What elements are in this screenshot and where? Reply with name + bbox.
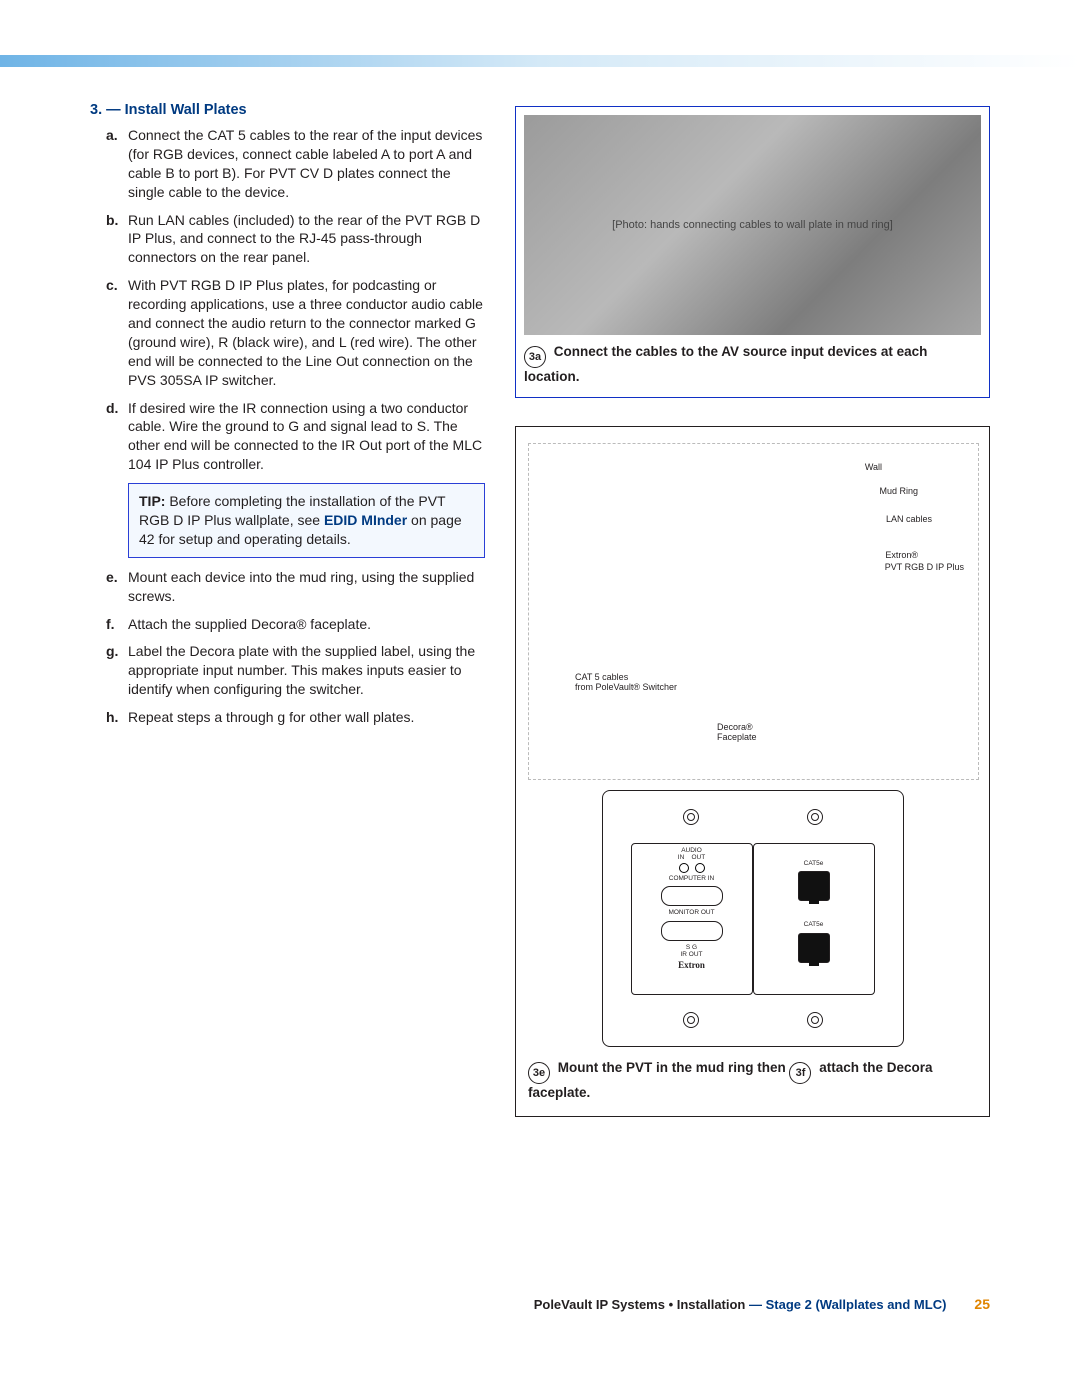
step-c: c. With PVT RGB D IP Plus plates, for po… bbox=[128, 276, 485, 389]
section-dash: — bbox=[102, 102, 125, 118]
figure-3a-box: [Photo: hands connecting cables to wall … bbox=[515, 106, 990, 398]
step-marker: e. bbox=[106, 568, 118, 587]
step-badge-3e: 3e bbox=[528, 1062, 550, 1084]
figure-3e-3f-caption: 3e Mount the PVT in the mud ring then 3f… bbox=[528, 1059, 977, 1103]
screw-icon bbox=[683, 809, 699, 825]
footer-product: PoleVault IP Systems • Installation bbox=[534, 1297, 746, 1312]
step-marker: d. bbox=[106, 399, 118, 418]
step-f: f. Attach the supplied Decora® faceplate… bbox=[128, 615, 485, 634]
screw-icon bbox=[807, 1012, 823, 1028]
step-b: b. Run LAN cables (included) to the rear… bbox=[128, 211, 485, 268]
step-h: h. Repeat steps a through g for other wa… bbox=[128, 708, 485, 727]
vga-port-icon bbox=[661, 921, 723, 941]
install-steps-list: a. Connect the CAT 5 cables to the rear … bbox=[90, 126, 485, 727]
label-in: IN bbox=[678, 854, 685, 861]
rj45-port-icon bbox=[798, 933, 830, 963]
step-marker: g. bbox=[106, 642, 118, 661]
step-d: d. If desired wire the IR connection usi… bbox=[128, 399, 485, 558]
step-marker: b. bbox=[106, 211, 118, 230]
step-text: Label the Decora plate with the supplied… bbox=[128, 643, 475, 697]
step-text: Attach the supplied Decora® faceplate. bbox=[128, 616, 371, 632]
page-number: 25 bbox=[974, 1296, 990, 1312]
caption-mid: Mount the PVT in the mud ring then bbox=[554, 1060, 789, 1075]
caption-text: Connect the cables to the AV source inpu… bbox=[524, 344, 927, 384]
label-out: OUT bbox=[692, 854, 706, 861]
label-mudring: Mud Ring bbox=[879, 486, 918, 496]
label-in-out: IN OUT bbox=[632, 855, 752, 862]
step-marker: a. bbox=[106, 126, 118, 145]
label-cat5-1: CAT 5 cables bbox=[575, 672, 628, 682]
left-column: 3. — Install Wall Plates a. Connect the … bbox=[90, 102, 485, 1282]
tip-callout-box: TIP: Before completing the installation … bbox=[128, 483, 485, 558]
step-text: With PVT RGB D IP Plus plates, for podca… bbox=[128, 277, 483, 387]
section-number: 3. bbox=[90, 102, 102, 118]
step-badge-3a: 3a bbox=[524, 346, 546, 368]
section-heading: 3. — Install Wall Plates bbox=[90, 102, 485, 118]
step-text: Repeat steps a through g for other wall … bbox=[128, 709, 414, 725]
step-badge-3f: 3f bbox=[789, 1062, 811, 1084]
page-content: 3. — Install Wall Plates a. Connect the … bbox=[0, 102, 1080, 1282]
step-text: If desired wire the IR connection using … bbox=[128, 400, 482, 473]
step-text: Connect the CAT 5 cables to the rear of … bbox=[128, 127, 482, 200]
audio-jack-icon bbox=[695, 863, 705, 873]
label-cat5-2: from PoleVault® Switcher bbox=[575, 682, 677, 692]
step-text: Mount each device into the mud ring, usi… bbox=[128, 569, 474, 604]
label-extron-brand: Extron bbox=[632, 961, 752, 970]
step-e: e. Mount each device into the mud ring, … bbox=[128, 568, 485, 606]
label-decora-2: Faceplate bbox=[717, 732, 757, 742]
label-device: PVT RGB D IP Plus bbox=[885, 562, 964, 572]
step-marker: c. bbox=[106, 276, 118, 295]
label-brand: Extron® bbox=[885, 550, 918, 560]
step-marker: f. bbox=[106, 615, 115, 634]
photo-alt: [Photo: hands connecting cables to wall … bbox=[612, 219, 893, 231]
faceplate-front-view: AUDIO IN OUT COMPUTER IN MONITOR OUT S G… bbox=[602, 790, 904, 1047]
figure-3a-photo: [Photo: hands connecting cables to wall … bbox=[524, 115, 981, 335]
edid-minder-link[interactable]: EDID MInder bbox=[324, 512, 407, 528]
label-decora-1: Decora® bbox=[717, 722, 753, 732]
label-lan: LAN cables bbox=[886, 514, 932, 524]
step-marker: h. bbox=[106, 708, 118, 727]
label-wall: Wall bbox=[865, 462, 882, 472]
step-text: Run LAN cables (included) to the rear of… bbox=[128, 212, 480, 266]
figure-3e-3f-box: Wall Mud Ring LAN cables Extron® PVT RGB… bbox=[515, 426, 990, 1118]
step-g: g. Label the Decora plate with the suppl… bbox=[128, 642, 485, 699]
footer-stage: — Stage 2 (Wallplates and MLC) bbox=[745, 1297, 946, 1312]
label-computer-in: COMPUTER IN bbox=[632, 876, 752, 883]
screw-icon bbox=[807, 809, 823, 825]
figure-3a-caption: 3a Connect the cables to the AV source i… bbox=[524, 343, 981, 387]
vga-port-icon bbox=[661, 886, 723, 906]
rj45-port-icon bbox=[798, 871, 830, 901]
install-diagram: Wall Mud Ring LAN cables Extron® PVT RGB… bbox=[528, 443, 979, 780]
header-gradient-bar bbox=[0, 55, 1080, 67]
label-irout: IR OUT bbox=[632, 952, 752, 959]
right-column: [Photo: hands connecting cables to wall … bbox=[515, 102, 990, 1282]
gang-left: AUDIO IN OUT COMPUTER IN MONITOR OUT S G… bbox=[631, 843, 753, 995]
screw-icon bbox=[683, 1012, 699, 1028]
step-a: a. Connect the CAT 5 cables to the rear … bbox=[128, 126, 485, 202]
label-monitor-out: MONITOR OUT bbox=[632, 910, 752, 917]
tip-label: TIP: bbox=[139, 493, 165, 509]
page-footer: PoleVault IP Systems • Installation — St… bbox=[0, 1282, 1080, 1352]
gang-right: CAT5e CAT5e bbox=[753, 843, 875, 995]
label-cat5e: CAT5e bbox=[754, 922, 874, 929]
label-cat5e: CAT5e bbox=[754, 861, 874, 868]
section-title-text: Install Wall Plates bbox=[125, 102, 247, 118]
audio-jack-icon bbox=[679, 863, 689, 873]
